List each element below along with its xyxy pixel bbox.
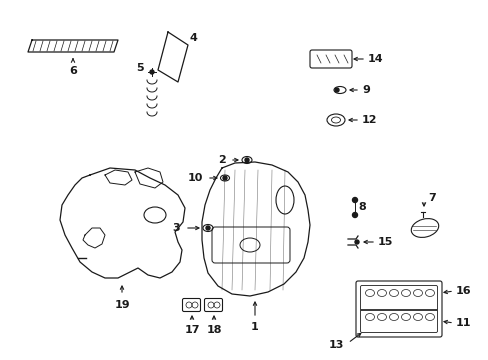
Text: 4: 4 [190,33,198,43]
Text: 10: 10 [187,173,203,183]
Text: 18: 18 [206,325,221,335]
Text: 17: 17 [184,325,199,335]
Circle shape [352,212,357,217]
Circle shape [205,226,209,230]
Text: 13: 13 [328,340,343,350]
Text: 3: 3 [172,223,180,233]
Circle shape [150,70,154,74]
Text: 2: 2 [218,155,225,165]
Text: 8: 8 [357,202,365,212]
Circle shape [354,240,358,244]
Circle shape [334,88,338,92]
Text: 6: 6 [69,66,77,76]
Text: 5: 5 [136,63,143,73]
Text: 9: 9 [361,85,369,95]
Text: 15: 15 [377,237,392,247]
Circle shape [352,198,357,202]
Circle shape [223,176,226,180]
Circle shape [244,158,248,162]
Text: 14: 14 [367,54,383,64]
Text: 7: 7 [427,193,435,203]
Text: 1: 1 [251,322,258,332]
Text: 16: 16 [455,286,470,296]
Text: 19: 19 [114,300,129,310]
Text: 11: 11 [455,318,470,328]
Text: 12: 12 [361,115,377,125]
